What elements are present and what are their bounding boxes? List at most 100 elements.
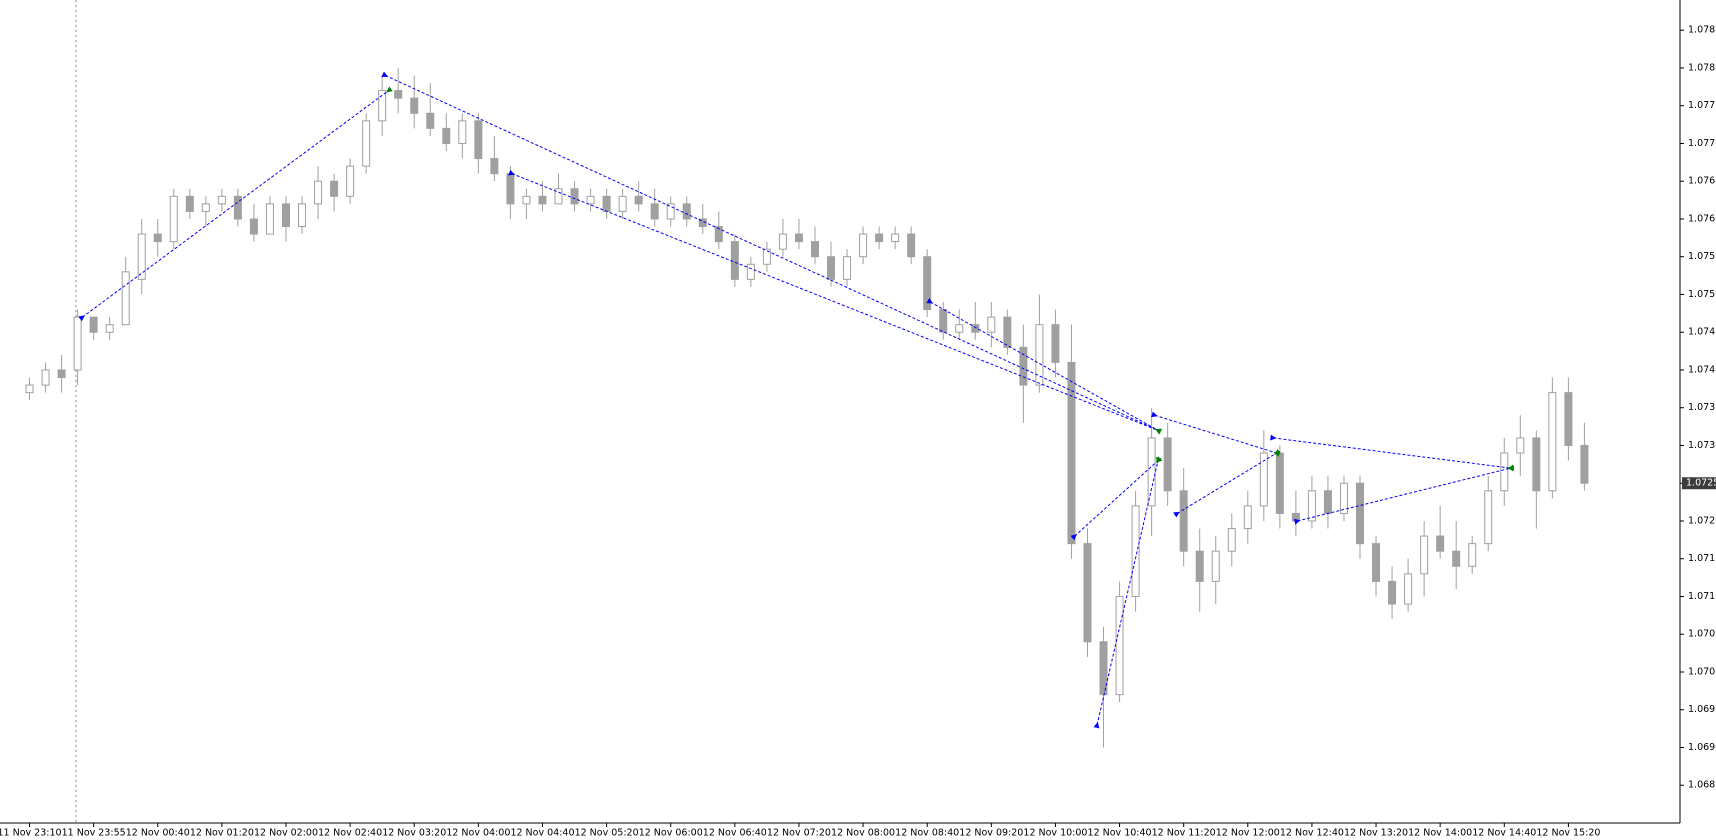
x-tick-label: 12 Nov 04:00: [446, 828, 510, 839]
zigzag-line: [1293, 464, 1515, 525]
y-tick-label: 1.0695: [1688, 704, 1716, 715]
x-tick-label: 12 Nov 13:20: [1344, 828, 1408, 839]
candle-body: [378, 90, 387, 122]
candle-body: [89, 316, 98, 333]
candle-body: [185, 195, 194, 212]
candle-body: [121, 271, 130, 326]
candle-body: [137, 233, 146, 280]
candle-body: [1420, 535, 1429, 575]
candle-body: [682, 203, 691, 220]
candle-body: [650, 203, 659, 220]
candle-body: [1580, 444, 1589, 484]
candle-body: [1115, 595, 1124, 696]
x-tick-label: 11 Nov 23:55: [62, 828, 126, 839]
candle-body: [1195, 550, 1204, 582]
candle-body: [1468, 543, 1477, 567]
last-price-label: 1.0725: [1686, 478, 1716, 489]
y-tick-label: 1.0770: [1688, 138, 1716, 149]
y-tick-label: 1.0775: [1688, 100, 1716, 111]
candle-body: [426, 112, 435, 129]
candle-body: [1099, 641, 1108, 696]
candle-body: [1388, 580, 1397, 605]
candle-body: [281, 203, 290, 228]
zigzag-line: [1151, 411, 1281, 457]
x-tick-label: 12 Nov 08:40: [895, 828, 959, 839]
candle-body: [314, 180, 323, 205]
candle-body: [298, 203, 307, 228]
candle-body: [153, 233, 162, 243]
y-tick-label: 1.0755: [1688, 251, 1716, 262]
last-price-box: [1682, 477, 1716, 490]
y-tick-label: 1.0700: [1688, 666, 1716, 677]
x-tick-label: 12 Nov 12:00: [1216, 828, 1280, 839]
candle-body: [634, 195, 643, 205]
y-tick-label: 1.0750: [1688, 289, 1716, 300]
candle-body: [843, 256, 852, 280]
y-tick-label: 1.0705: [1688, 629, 1716, 640]
candle-body: [827, 256, 836, 280]
y-tick-label: 1.0785: [1688, 25, 1716, 36]
candle-body: [746, 263, 755, 280]
candle-body: [923, 256, 932, 311]
y-tick-label: 1.0685: [1688, 780, 1716, 791]
candle-body: [987, 316, 996, 333]
candle-body: [522, 195, 531, 205]
candle-body: [25, 384, 34, 394]
y-tick-label: 1.0690: [1688, 742, 1716, 753]
candle-body: [394, 90, 403, 99]
x-tick-label: 12 Nov 07:20: [767, 828, 831, 839]
candle-body: [1452, 550, 1461, 567]
candle-body: [410, 97, 419, 114]
x-tick-label: 12 Nov 02:40: [318, 828, 382, 839]
candle-body: [346, 165, 355, 197]
candle-body: [875, 233, 884, 243]
candle-body: [602, 195, 611, 212]
candle-body: [1323, 490, 1332, 514]
candle-body: [1051, 324, 1060, 363]
x-tick-label: 12 Nov 02:00: [254, 828, 318, 839]
candle-body: [330, 180, 339, 197]
candle-body: [891, 233, 900, 243]
candle-body: [1211, 550, 1220, 582]
y-tick-label: 1.0720: [1688, 515, 1716, 526]
x-tick-label: 12 Nov 10:40: [1088, 828, 1152, 839]
candle-body: [955, 324, 964, 333]
y-tick-label: 1.0730: [1688, 440, 1716, 451]
candle-body: [939, 309, 948, 333]
candle-body: [1436, 535, 1445, 552]
candle-body: [618, 195, 627, 212]
candle-body: [810, 241, 819, 258]
candle-body: [201, 203, 210, 212]
candle-body: [57, 369, 66, 379]
candle-body: [362, 120, 371, 167]
candle-body: [1019, 346, 1028, 386]
x-tick-label: 12 Nov 12:40: [1280, 828, 1344, 839]
candle-body: [586, 195, 595, 205]
zigzag-line: [926, 297, 1163, 435]
x-tick-label: 11 Nov 23:10: [0, 828, 62, 839]
zigzag-line: [78, 86, 393, 322]
candle-body: [442, 127, 451, 144]
x-tick-label: 12 Nov 08:00: [831, 828, 895, 839]
x-tick-label: 12 Nov 01:20: [190, 828, 254, 839]
candle-body: [73, 316, 82, 371]
candle-body: [778, 233, 787, 250]
y-tick-label: 1.0735: [1688, 402, 1716, 413]
candle-body: [1179, 490, 1188, 552]
candle-body: [1227, 528, 1236, 552]
y-tick-label: 1.0710: [1688, 591, 1716, 602]
y-tick-label: 1.0780: [1688, 62, 1716, 73]
candle-body: [217, 195, 226, 205]
candle-body: [1516, 437, 1525, 454]
candle-body: [105, 324, 114, 333]
y-tick-label: 1.0760: [1688, 213, 1716, 224]
x-tick-label: 12 Nov 14:40: [1472, 828, 1536, 839]
x-tick-label: 12 Nov 15:20: [1536, 828, 1600, 839]
x-tick-label: 12 Nov 09:20: [959, 828, 1023, 839]
x-tick-label: 12 Nov 04:40: [510, 828, 574, 839]
candle-body: [1356, 482, 1365, 545]
y-tick-label: 1.0715: [1688, 553, 1716, 564]
candle-body: [1083, 543, 1092, 643]
candle-body: [1147, 437, 1156, 507]
candle-body: [971, 324, 980, 333]
